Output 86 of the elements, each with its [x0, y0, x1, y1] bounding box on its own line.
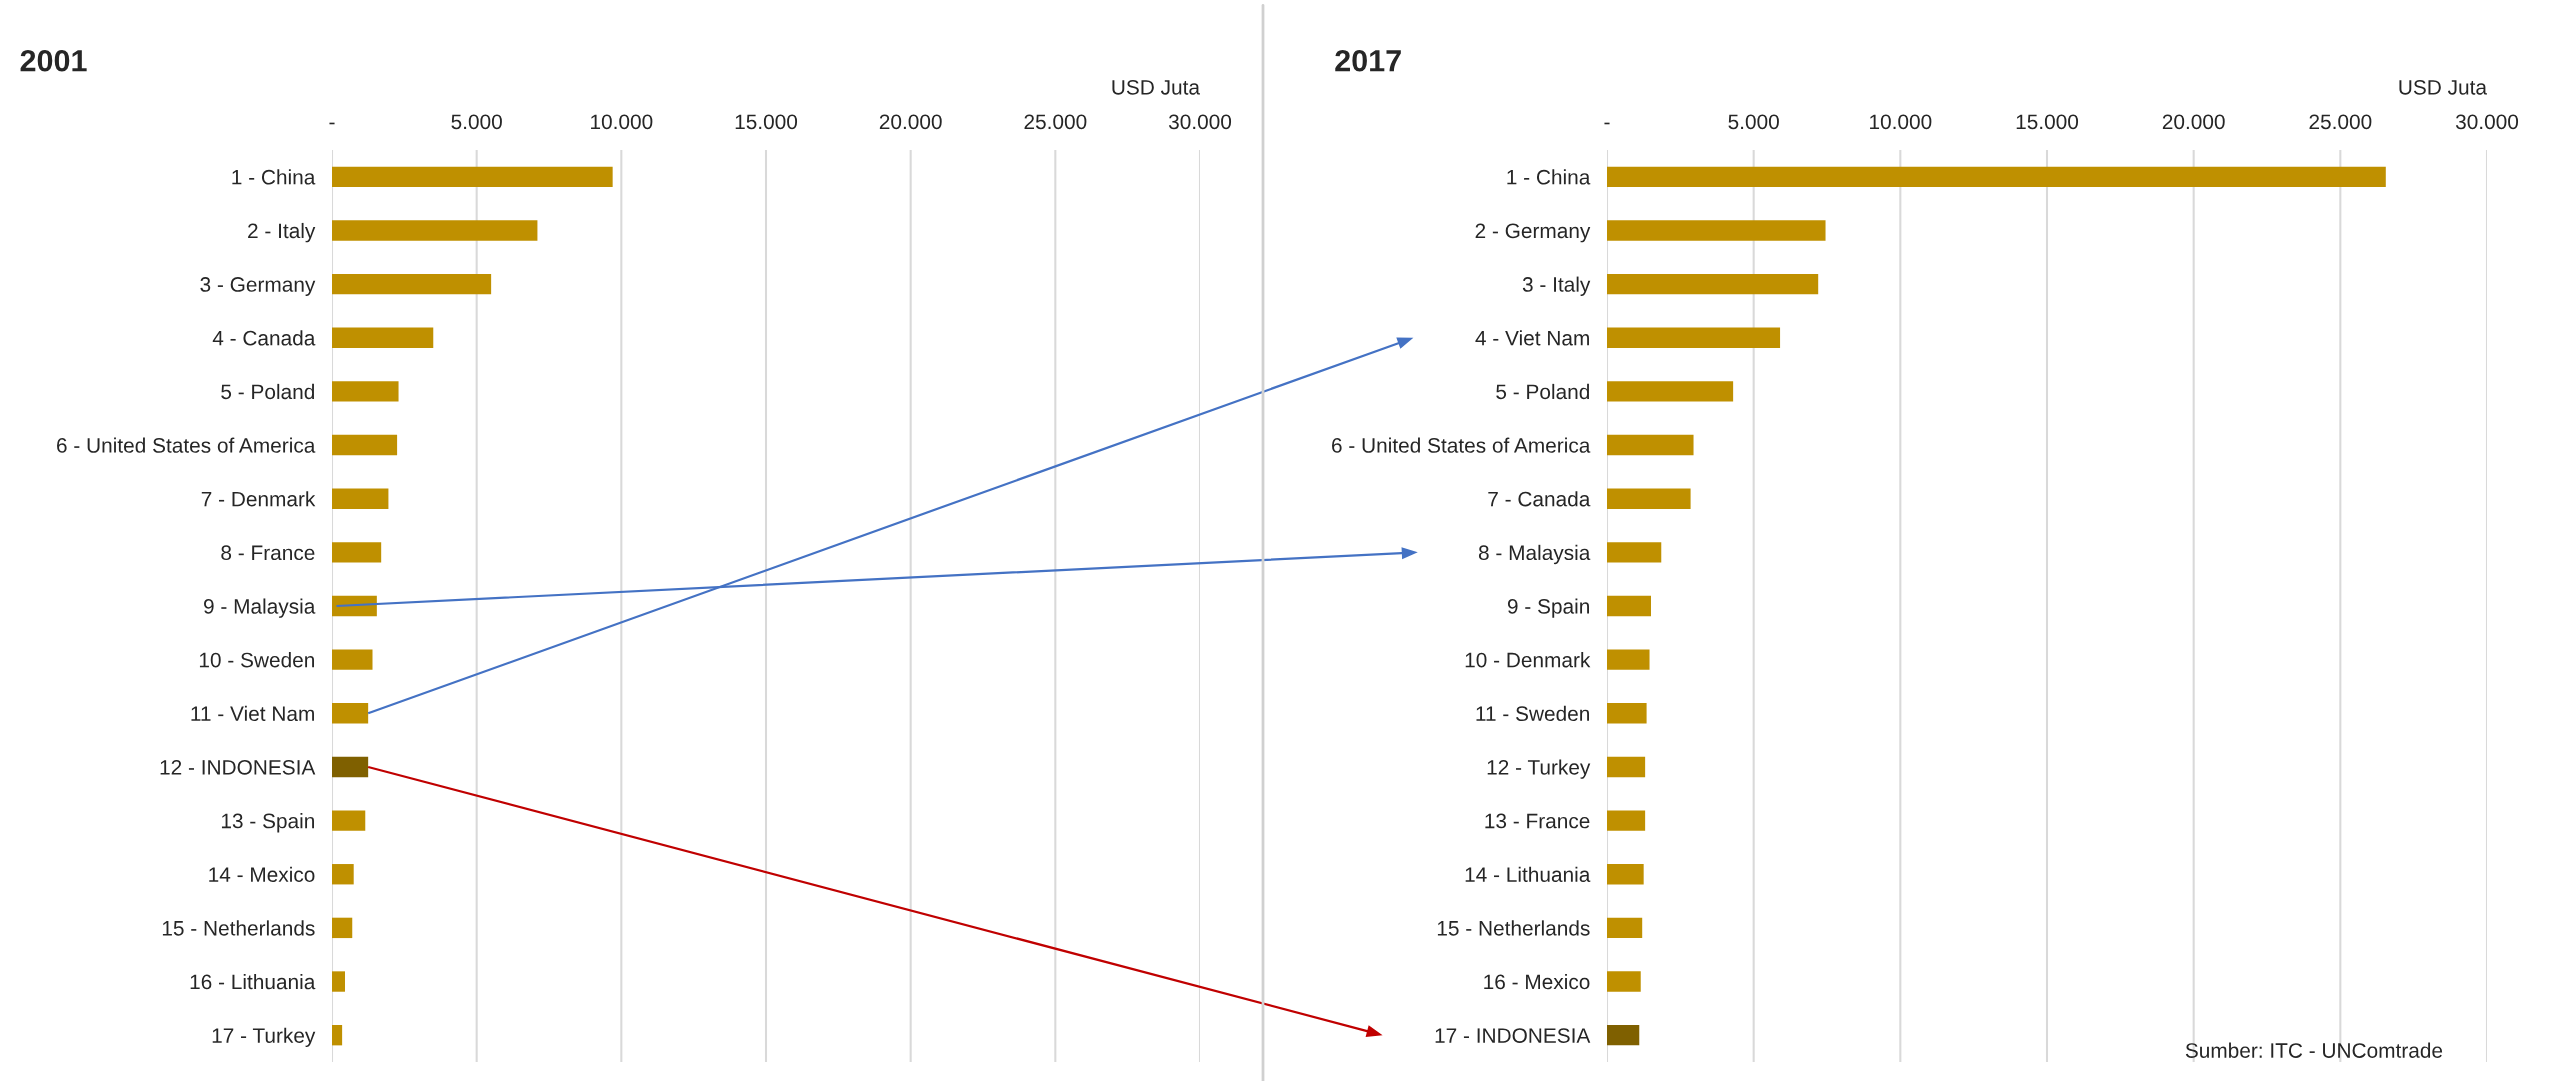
x-tick-label: 25.000	[2309, 114, 2372, 130]
y-tick-label: 3 - Italy	[1522, 276, 1591, 296]
bar	[332, 917, 353, 939]
y-tick-label: 14 - Lithuania	[1465, 866, 1591, 882]
bar	[332, 649, 373, 670]
y-tick-label: 11 - Sweden	[1476, 705, 1589, 722]
x-tick-label: 25.000	[1024, 114, 1087, 130]
bar	[1607, 595, 1651, 617]
annotation: Sumber: ITC - UNComtrade	[2185, 1042, 2443, 1058]
x-tick-label: 15.000	[735, 114, 798, 130]
bar	[332, 864, 354, 885]
x-tick-label: 30.000	[2455, 114, 2519, 130]
y-tick-label: 9 - Malaysia	[204, 598, 316, 618]
y-tick-label: 7 - Denmark	[201, 491, 316, 507]
bar	[1607, 327, 1781, 348]
x-axis-title: USD Juta	[2399, 79, 2487, 95]
y-tick-label: 8 - Malaysia	[1478, 544, 1591, 565]
y-tick-label: 11 - Viet Nam	[191, 705, 314, 722]
x-tick-label: 30.000	[1168, 114, 1232, 130]
bar	[332, 1024, 343, 1046]
y-tick-label: 6 - United States of America	[1332, 437, 1591, 453]
bar	[1607, 434, 1694, 456]
x-tick-label: 5.000	[1728, 114, 1779, 130]
x-tick-label: 20.000	[2162, 114, 2225, 130]
bar	[1607, 542, 1662, 563]
bar	[332, 542, 382, 563]
bar	[332, 381, 399, 402]
y-tick-label: 4 - Canada	[212, 330, 316, 346]
x-tick-label: 10.000	[591, 114, 653, 130]
bar	[332, 488, 389, 509]
y-tick-label: 14 - Mexico	[209, 866, 315, 882]
bar	[1607, 703, 1647, 724]
y-tick-label: 1 - China	[232, 169, 316, 185]
bar	[1607, 971, 1641, 992]
bar	[1607, 273, 1819, 295]
y-tick-label: 15 - Netherlands	[162, 920, 315, 936]
bar	[1607, 220, 1826, 241]
text: 2001	[20, 49, 87, 72]
y-tick-label: 10 - Denmark	[1465, 652, 1591, 668]
y-tick-label: 6 - United States of America	[57, 437, 316, 453]
y-tick-label: 5 - Poland	[1496, 383, 1589, 400]
y-tick-label: 13 - Spain	[221, 813, 314, 833]
bar	[1607, 381, 1734, 402]
y-tick-label: 2 - Italy	[248, 222, 316, 243]
y-tick-label: 10 - Sweden	[199, 652, 314, 668]
x-tick-label: 15.000	[2016, 114, 2079, 130]
y-tick-label: 12 - Turkey	[1487, 759, 1591, 779]
x-tick-label: 20.000	[879, 114, 942, 130]
bar	[1607, 649, 1650, 670]
y-tick-label: 5 - Poland	[221, 383, 314, 400]
y-tick-label: 15 - Netherlands	[1437, 920, 1590, 936]
x-axis-title: USD Juta	[1112, 79, 1200, 95]
x-tick-label: 5.000	[451, 114, 502, 130]
y-tick-label: 17 - INDONESIA	[1435, 1028, 1591, 1043]
bar	[1607, 166, 2386, 188]
bar	[332, 327, 434, 348]
bar	[1607, 917, 1643, 939]
bar	[332, 273, 492, 295]
bar	[332, 220, 538, 241]
bar	[332, 971, 346, 992]
y-tick-label: 16 - Lithuania	[190, 973, 316, 990]
y-tick-label: 17 - Turkey	[212, 1027, 316, 1048]
y-tick-label: 13 - France	[1485, 813, 1590, 829]
y-tick-label: 9 - Spain	[1507, 598, 1589, 618]
y-tick-label: 1 - China	[1507, 169, 1591, 185]
bar	[332, 756, 369, 778]
x-tick-label: -	[1604, 122, 1610, 125]
bar	[332, 166, 613, 188]
x-tick-label: 10.000	[1870, 114, 1932, 130]
y-tick-label: 3 - Germany	[200, 277, 316, 296]
y-tick-label: 2 - Germany	[1475, 223, 1591, 243]
bar	[1607, 1024, 1640, 1046]
bar	[1607, 488, 1691, 509]
y-tick-label: 12 - INDONESIA	[160, 759, 316, 775]
bar	[332, 810, 366, 831]
x-tick-label: -	[329, 122, 335, 125]
bar	[332, 703, 369, 724]
chart-title: 2017	[1335, 49, 1401, 72]
y-tick-label: 8 - France	[221, 545, 315, 561]
bar	[1607, 864, 1644, 885]
y-tick-label: 16 - Mexico	[1484, 973, 1590, 990]
bar	[332, 434, 398, 456]
bar	[1607, 810, 1646, 831]
y-tick-label: 7 - Canada	[1488, 491, 1591, 507]
y-tick-label: 4 - Viet Nam	[1475, 330, 1589, 346]
bar	[1607, 756, 1646, 778]
